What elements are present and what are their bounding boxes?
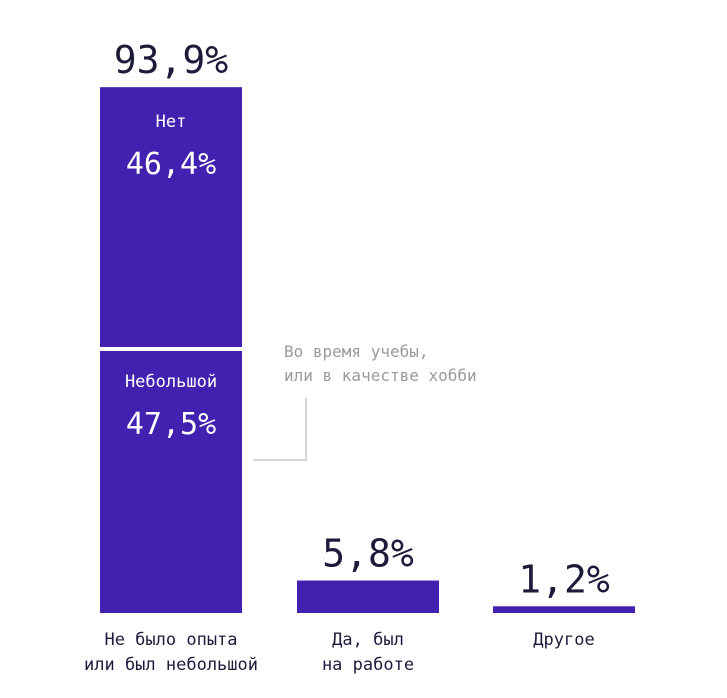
annotation-line-2: или в качестве хобби xyxy=(284,366,477,385)
bar-total-label: 93,9% xyxy=(114,38,229,82)
bar-total-label: 5,8% xyxy=(322,532,414,576)
labels-layer: Небольшой 47,5% Нет 46,4% 93,9% Не было опыта… xyxy=(84,38,610,675)
bar-segment xyxy=(493,606,635,613)
category-label: или был небольшой xyxy=(84,655,258,675)
bar-segment xyxy=(297,580,439,613)
annotation-line-1: Во время учебы, xyxy=(284,342,429,361)
segment-value-label: 47,5% xyxy=(126,407,216,442)
bar-total-label: 1,2% xyxy=(518,557,610,601)
category-label: на работе xyxy=(322,655,414,675)
category-label: Другое xyxy=(533,630,594,650)
annotation-leader-line xyxy=(253,398,307,461)
segment-name-label: Нет xyxy=(156,112,187,132)
bar-segment xyxy=(100,87,242,347)
category-label: Не было опыта xyxy=(104,630,237,650)
category-label: Да, был xyxy=(332,630,404,650)
bars-layer xyxy=(100,87,635,613)
segment-value-label: 46,4% xyxy=(126,147,216,182)
bar-segment xyxy=(100,351,242,613)
segment-name-label: Небольшой xyxy=(125,372,217,392)
